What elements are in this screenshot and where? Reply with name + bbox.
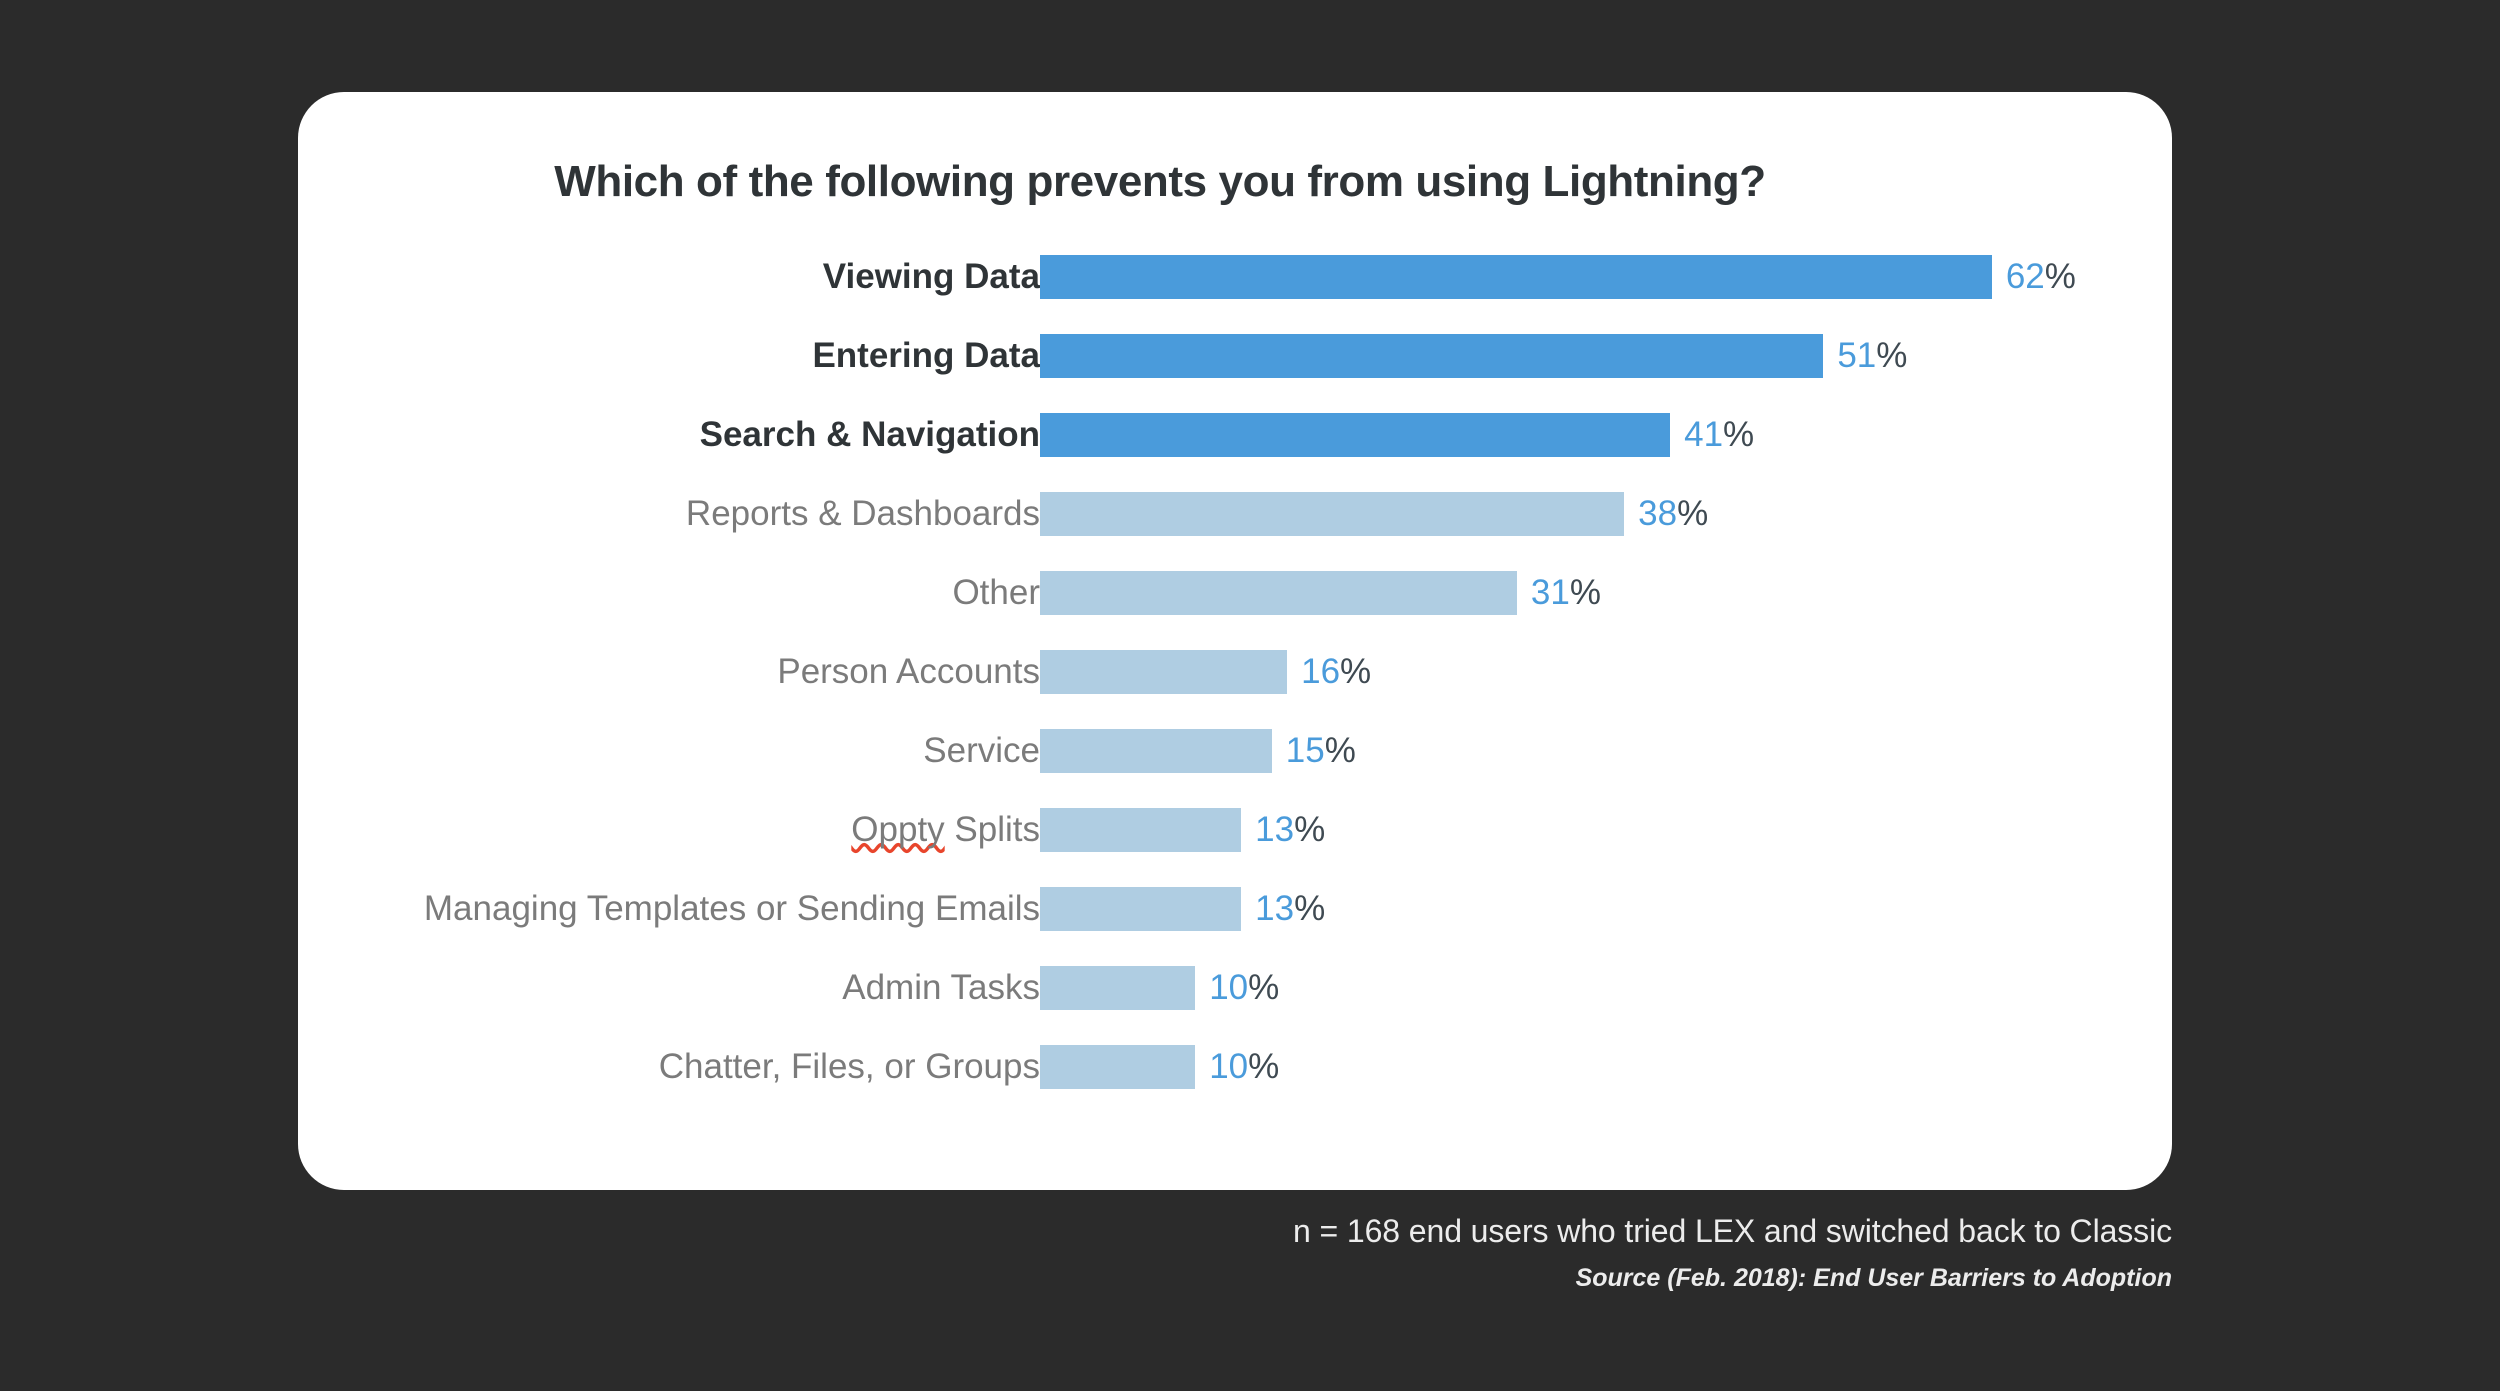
bar-row: Admin Tasks 10% [298,966,2172,1045]
bar-category-label: Admin Tasks [842,968,1040,1007]
chart-footer: n = 168 end users who tried LEX and swit… [1293,1213,2172,1293]
bar-value-label: 10% [1209,968,1280,1007]
bar-value-number: 62 [2005,257,2045,296]
bar-fill [1040,650,1288,694]
source-attribution: Source (Feb. 2018): End User Barriers to… [1575,1264,2172,1292]
bar-value-label: 15% [1285,731,1356,770]
bar-value-number: 15 [1285,731,1325,770]
bar-fill [1040,334,1824,378]
bar-category-label: Entering Data [812,336,1040,375]
bar-category-label: Search & Navigation [699,415,1040,454]
bar-value-number: 13 [1255,810,1295,849]
bar-value-label: 51% [1837,336,1908,375]
bar-value-label: 62% [2005,257,2076,296]
bar-track: 10% [1040,966,1279,1010]
bar-category-label: Managing Templates or Sending Emails [423,889,1040,928]
bar-value-number: 10 [1209,1047,1249,1086]
bar-value-label: 13% [1255,889,1326,928]
bar-track: 15% [1040,729,1356,773]
bar-category-label: Service [923,731,1040,770]
bar-value-label: 10% [1209,1047,1280,1086]
bar-value-label: 38% [1638,494,1709,533]
bar-track: 13% [1040,808,1325,852]
bar-value-number: 16 [1301,652,1341,691]
bar-fill [1040,413,1671,457]
chart-title: Which of the following prevents you from… [554,157,1766,206]
bar-category-label: Reports & Dashboards [685,494,1040,533]
bar-fill [1040,966,1196,1010]
chart-card: Which of the following prevents you from… [298,92,2172,1190]
bar-fill [1040,1045,1196,1089]
bar-row: Reports & Dashboards 38% [298,492,2172,571]
bar-category-label: Oppty Splits [851,810,1040,849]
sample-size-note: n = 168 end users who tried LEX and swit… [1293,1213,2172,1249]
bar-value-number: 38 [1638,494,1678,533]
bar-value-number: 51 [1837,336,1877,375]
bar-track: 13% [1040,887,1325,931]
bar-fill [1040,808,1242,852]
bar-row: Chatter, Files, or Groups 10% [298,1045,2172,1124]
spellcheck-underline: Oppty [851,810,945,849]
bar-row: Person Accounts 16% [298,650,2172,729]
bar-category-label: Other [952,573,1040,612]
bar-track: 51% [1040,334,1907,378]
bar-value-label: 13% [1255,810,1326,849]
bar-category-label: Chatter, Files, or Groups [658,1047,1040,1086]
bar-value-number: 13 [1255,889,1295,928]
bar-value-number: 41 [1684,415,1724,454]
bar-value-number: 10 [1209,968,1249,1007]
bar-fill [1040,729,1272,773]
bar-category-label: Person Accounts [777,652,1040,691]
bar-row: Managing Templates or Sending Emails 13% [298,887,2172,966]
bar-row: Other 31% [298,571,2172,650]
bar-row: Search & Navigation 41% [298,413,2172,492]
bar-row: Service 15% [298,729,2172,808]
bar-value-label: 16% [1301,652,1372,691]
bar-category-label: Viewing Data [822,257,1040,296]
bar-fill [1040,887,1242,931]
bar-track: 10% [1040,1045,1279,1089]
bar-row: Entering Data 51% [298,334,2172,413]
bar-track: 16% [1040,650,1371,694]
bar-chart-plot-area: Viewing Data 62% Entering Data 51% Search & … [298,255,2172,1124]
bar-value-label: 41% [1684,415,1755,454]
bar-fill [1040,571,1517,615]
bar-track: 38% [1040,492,1708,536]
bar-fill [1040,255,1992,299]
bar-value-label: 31% [1530,573,1601,612]
bar-value-number: 31 [1530,573,1570,612]
bar-track: 62% [1040,255,2076,299]
bar-row: Viewing Data 62% [298,255,2172,334]
bar-fill [1040,492,1625,536]
bar-track: 31% [1040,571,1601,615]
bar-row: Oppty Splits 13% [298,808,2172,887]
bar-track: 41% [1040,413,1754,457]
